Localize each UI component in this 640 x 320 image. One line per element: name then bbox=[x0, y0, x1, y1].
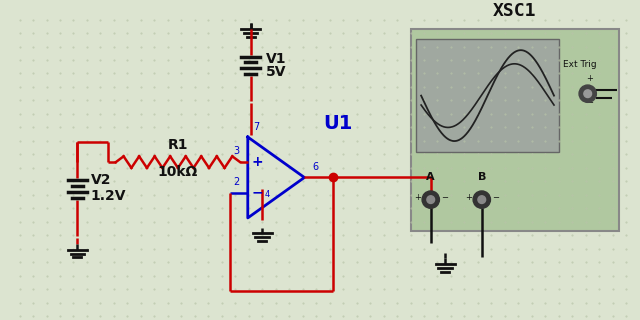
Text: R1: R1 bbox=[168, 138, 188, 152]
Text: U1: U1 bbox=[324, 114, 353, 133]
Text: +: + bbox=[465, 193, 472, 202]
Text: 6: 6 bbox=[312, 162, 318, 172]
Text: 3: 3 bbox=[233, 147, 239, 156]
Text: 1.2V: 1.2V bbox=[91, 189, 126, 203]
Circle shape bbox=[579, 85, 596, 102]
Text: −: − bbox=[492, 193, 499, 202]
Text: 7: 7 bbox=[253, 123, 260, 132]
Text: −: − bbox=[441, 193, 448, 202]
Text: V2: V2 bbox=[91, 173, 111, 188]
Text: 4: 4 bbox=[265, 190, 270, 199]
Circle shape bbox=[422, 191, 440, 208]
Text: B: B bbox=[477, 172, 486, 182]
Text: +: + bbox=[252, 155, 263, 169]
Text: A: A bbox=[426, 172, 435, 182]
Text: +: + bbox=[414, 193, 420, 202]
Circle shape bbox=[473, 191, 490, 208]
Text: 10kΩ: 10kΩ bbox=[158, 164, 198, 179]
Text: Ext Trig: Ext Trig bbox=[563, 60, 597, 69]
FancyBboxPatch shape bbox=[416, 39, 559, 152]
Circle shape bbox=[478, 196, 486, 204]
FancyBboxPatch shape bbox=[412, 29, 618, 231]
Text: −: − bbox=[252, 186, 263, 200]
Text: 2: 2 bbox=[233, 177, 239, 187]
Circle shape bbox=[584, 90, 591, 98]
Text: −: − bbox=[586, 98, 593, 107]
Text: V1: V1 bbox=[266, 52, 287, 66]
Text: 5V: 5V bbox=[266, 65, 287, 79]
Circle shape bbox=[427, 196, 435, 204]
Text: XSC1: XSC1 bbox=[493, 2, 537, 20]
Text: +: + bbox=[586, 74, 593, 83]
